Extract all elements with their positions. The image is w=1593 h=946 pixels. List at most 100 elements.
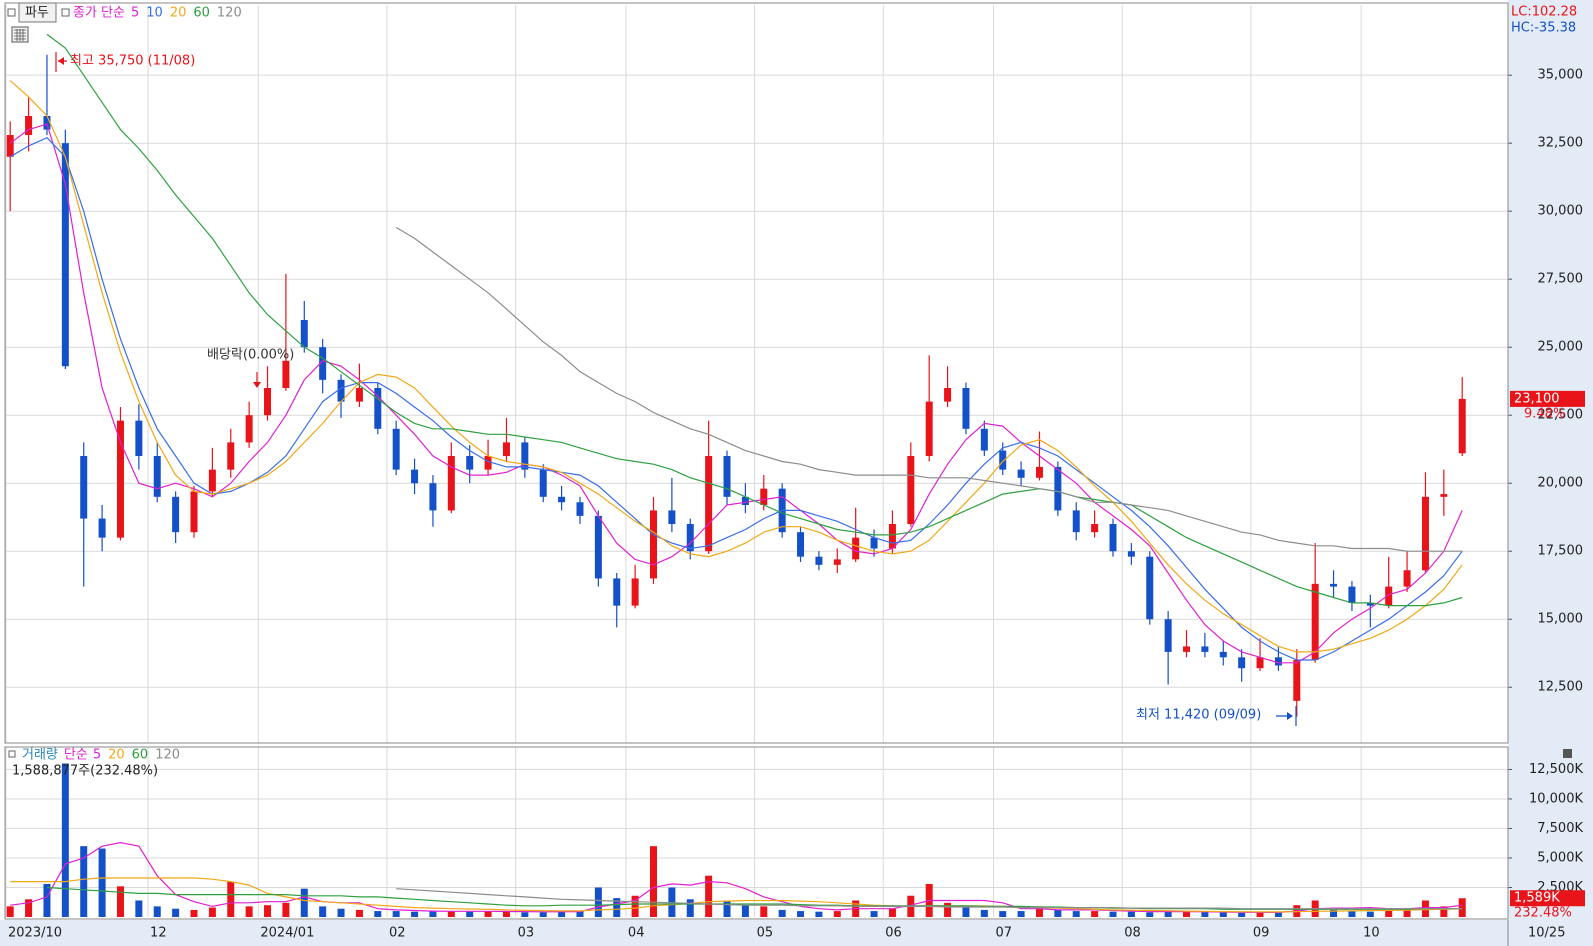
volume-bar [116,886,124,917]
volume-bar [778,909,786,917]
y-tick-label: 12,500 [1538,680,1584,695]
volume-bar [282,902,290,917]
y-tick-label: 15,000 [1538,612,1584,627]
candle-body [319,347,327,380]
legend-entry: 5 [131,6,139,21]
candle-body [484,456,492,470]
volume-bar [944,902,952,917]
candle-body [870,537,878,549]
volume-bar [61,763,69,917]
volume-bar [558,911,566,917]
volume-bar [1385,910,1393,917]
legend-entry: 20 [108,748,125,763]
legend-entry: 60 [132,748,149,763]
candle-body [907,456,915,525]
volume-bar [1201,912,1209,917]
candle-body [631,578,639,606]
candle-body [521,442,529,470]
candle-body [337,379,345,402]
last-price-label: 23,100 [1514,391,1560,406]
calculator-icon-grid [14,29,26,41]
high-note: 최고 35,750 (11/08) [70,54,195,69]
volume-bar [484,911,492,917]
candle-body [594,515,602,579]
legend-icon[interactable] [61,8,70,17]
candle-body [1421,496,1429,571]
candle-body [999,450,1007,470]
volume-average-line [396,888,1463,910]
moving-average-line [395,226,1463,552]
candle-body [466,456,474,470]
x-tick-label: 04 [628,926,645,941]
volume-bar [962,907,970,917]
candle-body [1035,466,1043,478]
volume-bar [815,911,823,917]
close-pane-button[interactable] [1563,749,1572,758]
volume-bar [1403,909,1411,917]
candle-body [833,559,841,565]
candle-body [1403,570,1411,587]
candle-body [208,469,216,492]
y-tick-label: 5,000K [1537,850,1583,865]
candle-body [852,537,860,560]
y-tick-label: 7,500K [1537,821,1583,836]
volume-bar [521,912,529,917]
candle-body [668,510,676,525]
volume-bar [6,906,14,917]
volume-bar [1164,911,1172,917]
price-pane-border [4,2,1509,744]
candle-body [1385,586,1393,606]
x-tick-label: 07 [996,926,1013,941]
volume-bar [1091,911,1099,917]
y-tick-label: 27,500 [1538,272,1584,287]
candle-body [650,510,657,579]
candle-body [1256,657,1264,669]
volume-bar [999,911,1007,917]
volume-legend-icon[interactable] [8,750,16,758]
y-tick-label: 30,000 [1538,204,1584,219]
candle-body [1109,524,1117,552]
volume-bar [135,900,143,917]
legend-entry: 120 [217,6,242,21]
volume-bar [227,881,235,917]
candle-body [1017,469,1025,478]
volume-bar [1054,909,1062,917]
volume-bar [833,911,841,917]
candle-body [1458,398,1466,454]
volume-bar [797,911,805,917]
legend: 종가 단순 5 10 20 60 120 [73,6,242,21]
candle-body [1091,524,1099,533]
volume-bar [631,895,639,917]
last-change: 9.48% [1524,406,1565,421]
candle-body [1293,660,1301,701]
ticker: 파두 [25,6,49,21]
volume-label: 거래량 [22,748,58,763]
moving-average-line [9,80,1463,653]
volume-bar [1366,911,1374,917]
last-volume-box [1510,890,1585,907]
legend-entry: 20 [170,6,187,21]
last-volume-label: 1,589K [1514,891,1560,906]
volume-bar [355,909,363,917]
high-arrow [58,57,64,65]
volume-bar [319,906,327,917]
volume-bar [1348,911,1356,917]
candle-body [1440,494,1448,497]
candle-body [190,491,198,533]
hc-label: HC:-35.38 [1511,21,1576,36]
volume-bar [870,911,878,917]
ticker-box[interactable] [18,2,57,23]
candle-body [282,360,290,389]
candle-body [686,524,694,552]
volume-legend-title: 단순 [64,748,88,763]
menu-icon[interactable] [7,8,16,17]
volume-legend: 거래량 단순 5 20 60 120 [22,748,180,763]
candle-body [502,442,510,457]
candle-body [227,442,235,470]
volume-info: 1,588,877주(232.48%) [12,764,158,779]
candle-body [576,502,584,516]
candle-body [1164,619,1172,652]
candle-body [392,428,400,470]
